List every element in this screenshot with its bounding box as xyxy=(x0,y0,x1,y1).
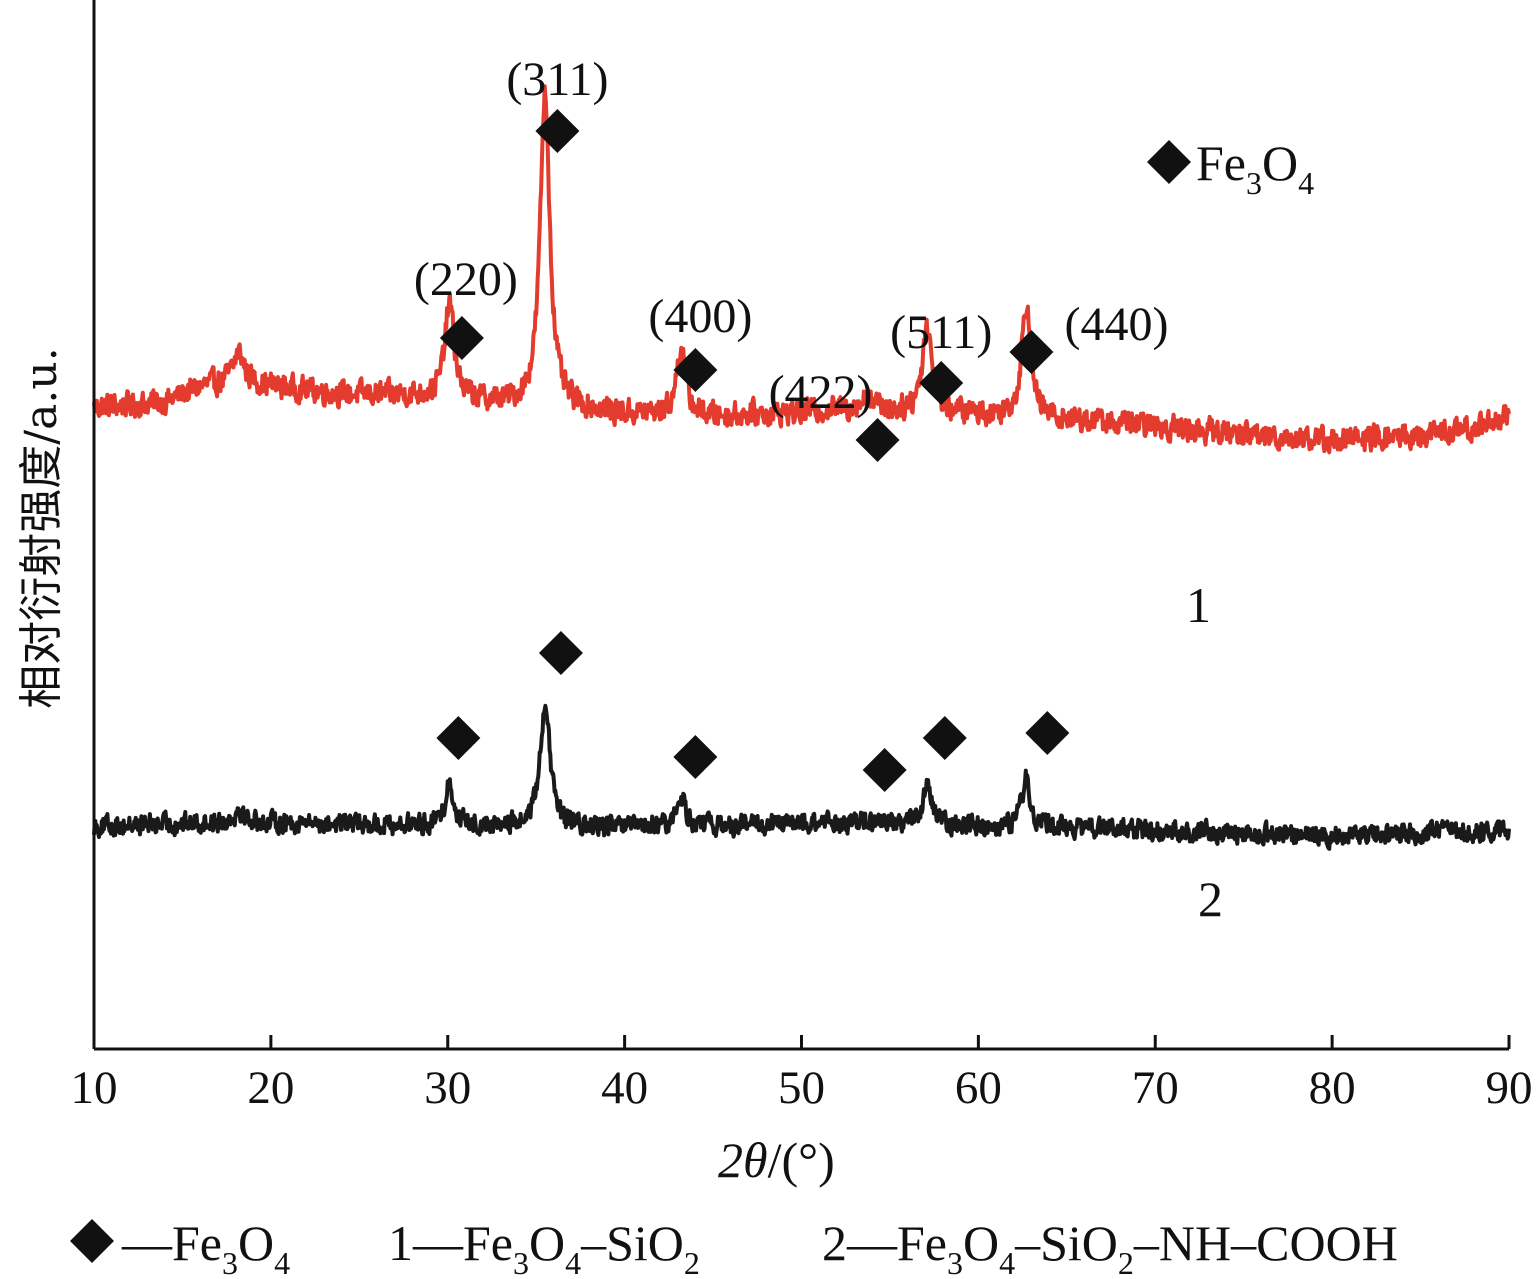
x-tick-label-50: 50 xyxy=(778,1062,825,1114)
figure-caption: —Fe3O4 1—Fe3O4–SiO2 2—Fe3O4–SiO2–NH–COOH xyxy=(70,1215,1398,1279)
series-1-diamond-icon-3 xyxy=(855,418,900,462)
legend-diamond-icon xyxy=(1147,140,1191,184)
series-1-diamond-icon-0 xyxy=(439,316,484,360)
hkl-label-0: (220) xyxy=(414,253,518,306)
series-2-diamond-icon-5 xyxy=(1025,711,1070,755)
x-tick-label-80: 80 xyxy=(1309,1062,1356,1114)
x-axis-label-unit: /(°) xyxy=(768,1132,835,1188)
caption-item-2: 2—Fe3O4–SiO2–NH–COOH xyxy=(822,1215,1398,1279)
curve-label-1: 1 xyxy=(1186,577,1211,633)
series-1-diamond-icon-5 xyxy=(1009,330,1054,374)
series-2-diamond-icon-4 xyxy=(922,716,967,760)
series-2-line xyxy=(92,703,1511,851)
caption-item-0: —Fe3O4 xyxy=(121,1215,290,1279)
x-tick-label-20: 20 xyxy=(247,1062,294,1114)
x-axis-ticks: 10 20 30 40 50 60 70 80 90 xyxy=(71,1035,1533,1114)
series-2-diamond-icon-3 xyxy=(862,748,907,792)
x-axis-label-theta: θ xyxy=(743,1132,768,1188)
series-2-diamond-icon-0 xyxy=(436,716,481,760)
peak-annotations: (220) (311) (400) (422) (511) (440) xyxy=(414,53,1168,792)
series-2-diamond-icon-2 xyxy=(673,735,718,779)
x-tick-label-30: 30 xyxy=(424,1062,471,1114)
hkl-label-5: (440) xyxy=(1064,298,1168,351)
caption-item-1: 1—Fe3O4–SiO2 xyxy=(388,1215,700,1279)
series-1-diamond-icon-4 xyxy=(919,361,964,405)
x-tick-label-10: 10 xyxy=(71,1062,118,1114)
series-1-diamond-icon-1 xyxy=(535,109,580,153)
series-1-line xyxy=(92,84,1511,455)
x-tick-label-60: 60 xyxy=(955,1062,1002,1114)
x-axis-label-prefix: 2 xyxy=(718,1132,743,1188)
x-tick-label-90: 90 xyxy=(1486,1062,1533,1114)
x-tick-label-40: 40 xyxy=(601,1062,648,1114)
legend-label: Fe3O4 xyxy=(1196,135,1314,201)
plot-area xyxy=(92,84,1511,851)
hkl-label-2: (400) xyxy=(648,290,752,343)
x-tick-label-70: 70 xyxy=(1132,1062,1179,1114)
caption-diamond-icon xyxy=(70,1219,114,1263)
series-1-diamond-icon-2 xyxy=(673,348,718,392)
curve-label-2: 2 xyxy=(1198,871,1223,927)
series-2-diamond-icon-1 xyxy=(538,631,583,675)
hkl-label-1: (311) xyxy=(506,53,608,106)
y-axis-label: 相对衍射强度/a.u. xyxy=(16,347,67,708)
hkl-label-4: (511) xyxy=(890,306,992,359)
hkl-label-3: (422) xyxy=(769,366,873,419)
marker-legend: Fe3O4 xyxy=(1147,135,1314,201)
x-axis-label: 2θ/(°) xyxy=(718,1132,835,1188)
